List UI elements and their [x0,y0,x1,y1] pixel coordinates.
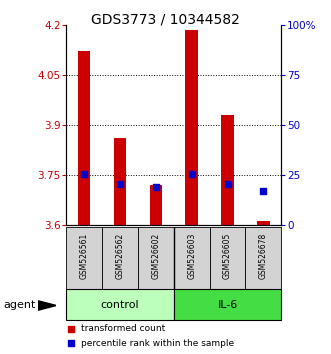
Bar [257,222,270,225]
Point [153,185,159,190]
Bar [246,227,281,289]
Text: GSM526562: GSM526562 [116,233,124,279]
Text: GSM526561: GSM526561 [80,233,89,279]
Bar [174,289,281,320]
Text: control: control [101,300,139,310]
Text: transformed count: transformed count [81,324,166,333]
Point [68,341,73,346]
Bar [66,289,174,320]
Point [189,171,194,177]
Point [81,171,87,177]
Text: GSM526602: GSM526602 [151,233,160,279]
Text: agent: agent [3,300,36,310]
Bar [78,51,90,225]
Text: IL-6: IL-6 [217,300,238,310]
Bar [138,227,174,289]
Bar [150,185,162,225]
Polygon shape [38,301,56,310]
Bar [66,227,102,289]
Point [261,189,266,194]
Bar [221,115,234,225]
Text: GSM526678: GSM526678 [259,233,268,279]
Bar [114,138,126,225]
Bar [210,227,246,289]
Bar [174,227,210,289]
Text: GDS3773 / 10344582: GDS3773 / 10344582 [91,12,240,27]
Text: percentile rank within the sample: percentile rank within the sample [81,339,234,348]
Text: GSM526603: GSM526603 [187,233,196,280]
Bar [102,227,138,289]
Point [225,181,230,187]
Text: GSM526605: GSM526605 [223,233,232,280]
Bar [185,30,198,225]
Point [117,181,122,187]
Point [68,326,73,332]
